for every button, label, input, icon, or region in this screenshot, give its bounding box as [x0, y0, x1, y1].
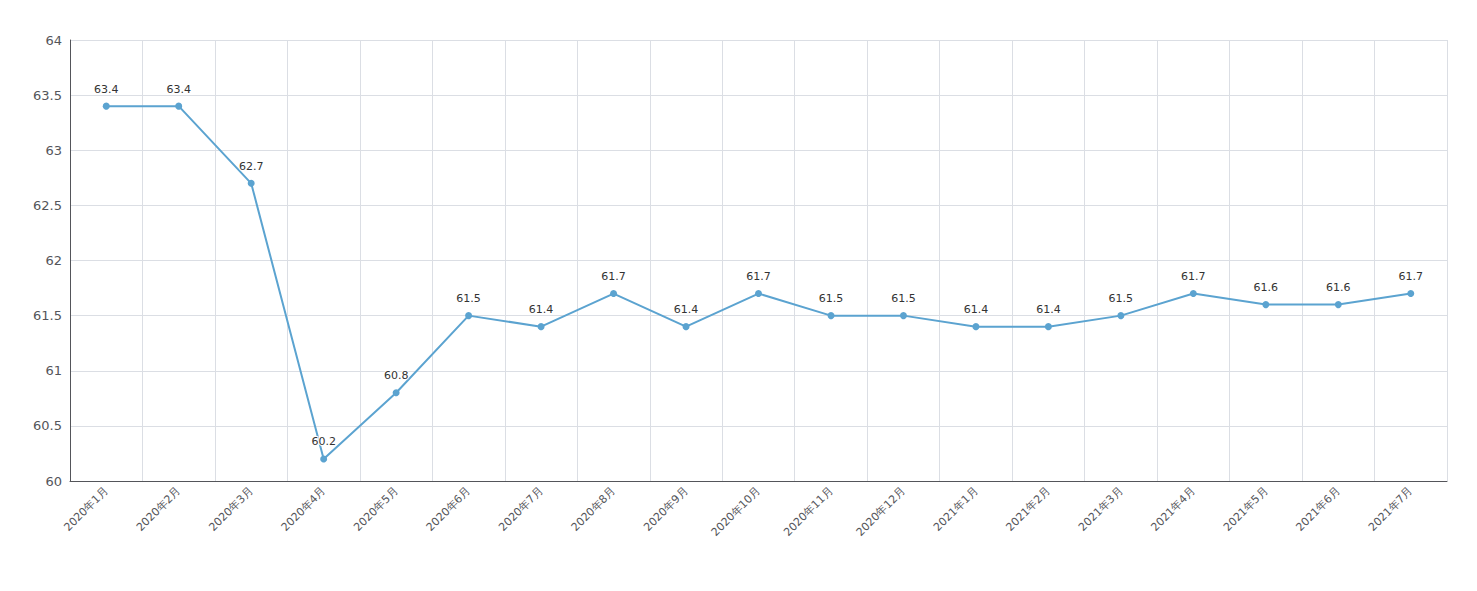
svg-text:61.4: 61.4 — [529, 303, 554, 316]
svg-text:63: 63 — [45, 143, 62, 158]
svg-text:61.7: 61.7 — [746, 270, 771, 283]
svg-text:61.7: 61.7 — [601, 270, 626, 283]
svg-text:2021年1月: 2021年1月 — [931, 484, 980, 533]
svg-text:2020年4月: 2020年4月 — [279, 484, 328, 533]
svg-text:2020年12月: 2020年12月 — [854, 484, 908, 538]
svg-text:2021年3月: 2021年3月 — [1076, 484, 1125, 533]
svg-text:62.5: 62.5 — [33, 198, 62, 213]
svg-text:2021年5月: 2021年5月 — [1221, 484, 1270, 533]
svg-text:63.4: 63.4 — [94, 83, 119, 96]
svg-text:2020年9月: 2020年9月 — [641, 484, 690, 533]
svg-text:61.5: 61.5 — [891, 292, 916, 305]
svg-text:2021年4月: 2021年4月 — [1148, 484, 1197, 533]
svg-text:2020年6月: 2020年6月 — [424, 484, 473, 533]
svg-text:62.7: 62.7 — [239, 160, 264, 173]
svg-text:61.5: 61.5 — [819, 292, 844, 305]
svg-text:2020年10月: 2020年10月 — [709, 484, 763, 538]
svg-text:61.4: 61.4 — [1036, 303, 1061, 316]
svg-text:63.5: 63.5 — [33, 88, 62, 103]
svg-text:60.2: 60.2 — [311, 435, 336, 448]
svg-text:63.4: 63.4 — [166, 83, 191, 96]
svg-text:61.7: 61.7 — [1399, 270, 1424, 283]
svg-text:2020年5月: 2020年5月 — [351, 484, 400, 533]
svg-text:2020年11月: 2020年11月 — [781, 484, 835, 538]
svg-text:2021年6月: 2021年6月 — [1293, 484, 1342, 533]
svg-text:61.5: 61.5 — [1109, 292, 1134, 305]
svg-text:61.7: 61.7 — [1181, 270, 1206, 283]
svg-text:2021年7月: 2021年7月 — [1366, 484, 1415, 533]
svg-text:61.4: 61.4 — [674, 303, 699, 316]
svg-text:60: 60 — [45, 474, 62, 489]
svg-text:61.5: 61.5 — [33, 308, 62, 323]
svg-text:62: 62 — [45, 253, 62, 268]
svg-text:61.5: 61.5 — [456, 292, 481, 305]
svg-text:2020年7月: 2020年7月 — [496, 484, 545, 533]
svg-text:2020年8月: 2020年8月 — [569, 484, 618, 533]
svg-text:2021年2月: 2021年2月 — [1004, 484, 1053, 533]
svg-text:60.8: 60.8 — [384, 369, 409, 382]
svg-text:61.6: 61.6 — [1326, 281, 1351, 294]
svg-text:64: 64 — [45, 33, 62, 48]
svg-text:60.5: 60.5 — [33, 418, 62, 433]
svg-text:2020年3月: 2020年3月 — [206, 484, 255, 533]
svg-text:61.4: 61.4 — [964, 303, 989, 316]
svg-text:2020年2月: 2020年2月 — [134, 484, 183, 533]
svg-text:61: 61 — [45, 363, 62, 378]
svg-text:61.6: 61.6 — [1254, 281, 1279, 294]
svg-text:2020年1月: 2020年1月 — [61, 484, 110, 533]
